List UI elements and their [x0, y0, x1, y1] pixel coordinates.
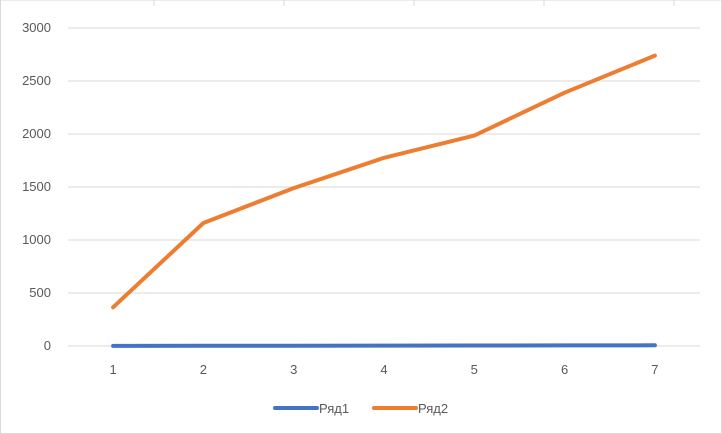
legend-item-2[interactable]: Ряд2: [372, 401, 448, 416]
y-tick-label: 1500: [22, 179, 51, 194]
y-tick-label: 0: [44, 338, 51, 353]
x-axis-tick-labels: 1 2 3 4 5 6 7: [110, 362, 659, 377]
top-edge-separators: [1, 0, 722, 6]
legend-label: Ряд1: [319, 401, 349, 416]
y-axis-tick-labels: 0 500 1000 1500 2000 2500 3000: [22, 20, 51, 353]
x-tick-label: 4: [380, 362, 387, 377]
series-lines: [111, 53, 657, 348]
x-tick-label: 3: [290, 362, 297, 377]
y-tick-label: 3000: [22, 20, 51, 35]
legend-label: Ряд2: [418, 401, 448, 416]
legend[interactable]: Ряд1 Ряд2: [273, 401, 448, 416]
x-tick-label: 2: [200, 362, 207, 377]
y-tick-label: 2500: [22, 73, 51, 88]
x-tick-label: 6: [561, 362, 568, 377]
x-tick-label: 1: [110, 362, 117, 377]
x-tick-label: 5: [471, 362, 478, 377]
y-tick-label: 1000: [22, 232, 51, 247]
series-line-2: [111, 53, 657, 310]
legend-item-1[interactable]: Ряд1: [273, 401, 349, 416]
y-tick-label: 2000: [22, 126, 51, 141]
x-tick-label: 7: [651, 362, 658, 377]
y-tick-label: 500: [29, 285, 51, 300]
